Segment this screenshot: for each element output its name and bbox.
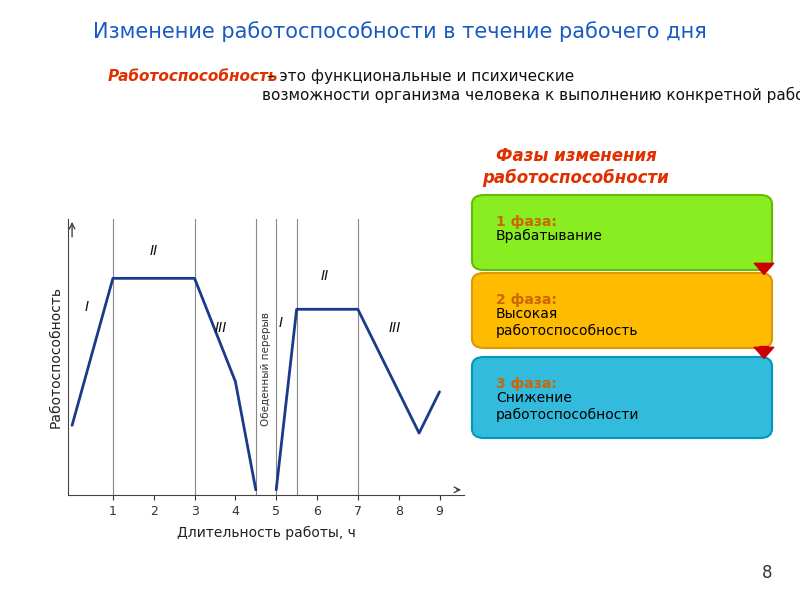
Text: Работоспособность: Работоспособность	[108, 69, 278, 84]
Text: работоспособности: работоспособности	[482, 169, 670, 187]
Text: Высокая
работоспособность: Высокая работоспособность	[496, 307, 638, 338]
Text: 8: 8	[762, 564, 772, 582]
Text: II: II	[321, 269, 330, 283]
Text: Фазы изменения: Фазы изменения	[496, 147, 656, 165]
Text: Снижение
работоспособности: Снижение работоспособности	[496, 391, 639, 422]
Text: Изменение работоспособности в течение рабочего дня: Изменение работоспособности в течение ра…	[93, 21, 707, 42]
Text: I: I	[278, 316, 282, 330]
Text: Врабатывание: Врабатывание	[496, 229, 603, 243]
Y-axis label: Работоспособность: Работоспособность	[49, 286, 62, 428]
Text: Обеденный перерыв: Обеденный перерыв	[261, 311, 271, 425]
Text: 3 фаза:: 3 фаза:	[496, 377, 557, 391]
Text: – это функциональные и психические
возможности организма человека к выполнению к: – это функциональные и психические возмо…	[262, 69, 800, 103]
Text: III: III	[215, 321, 227, 335]
Text: 2 фаза:: 2 фаза:	[496, 293, 557, 307]
X-axis label: Длительность работы, ч: Длительность работы, ч	[177, 526, 355, 540]
Text: 1 фаза:: 1 фаза:	[496, 215, 557, 229]
Text: III: III	[389, 321, 401, 335]
Text: II: II	[150, 244, 158, 257]
Text: I: I	[84, 301, 89, 314]
